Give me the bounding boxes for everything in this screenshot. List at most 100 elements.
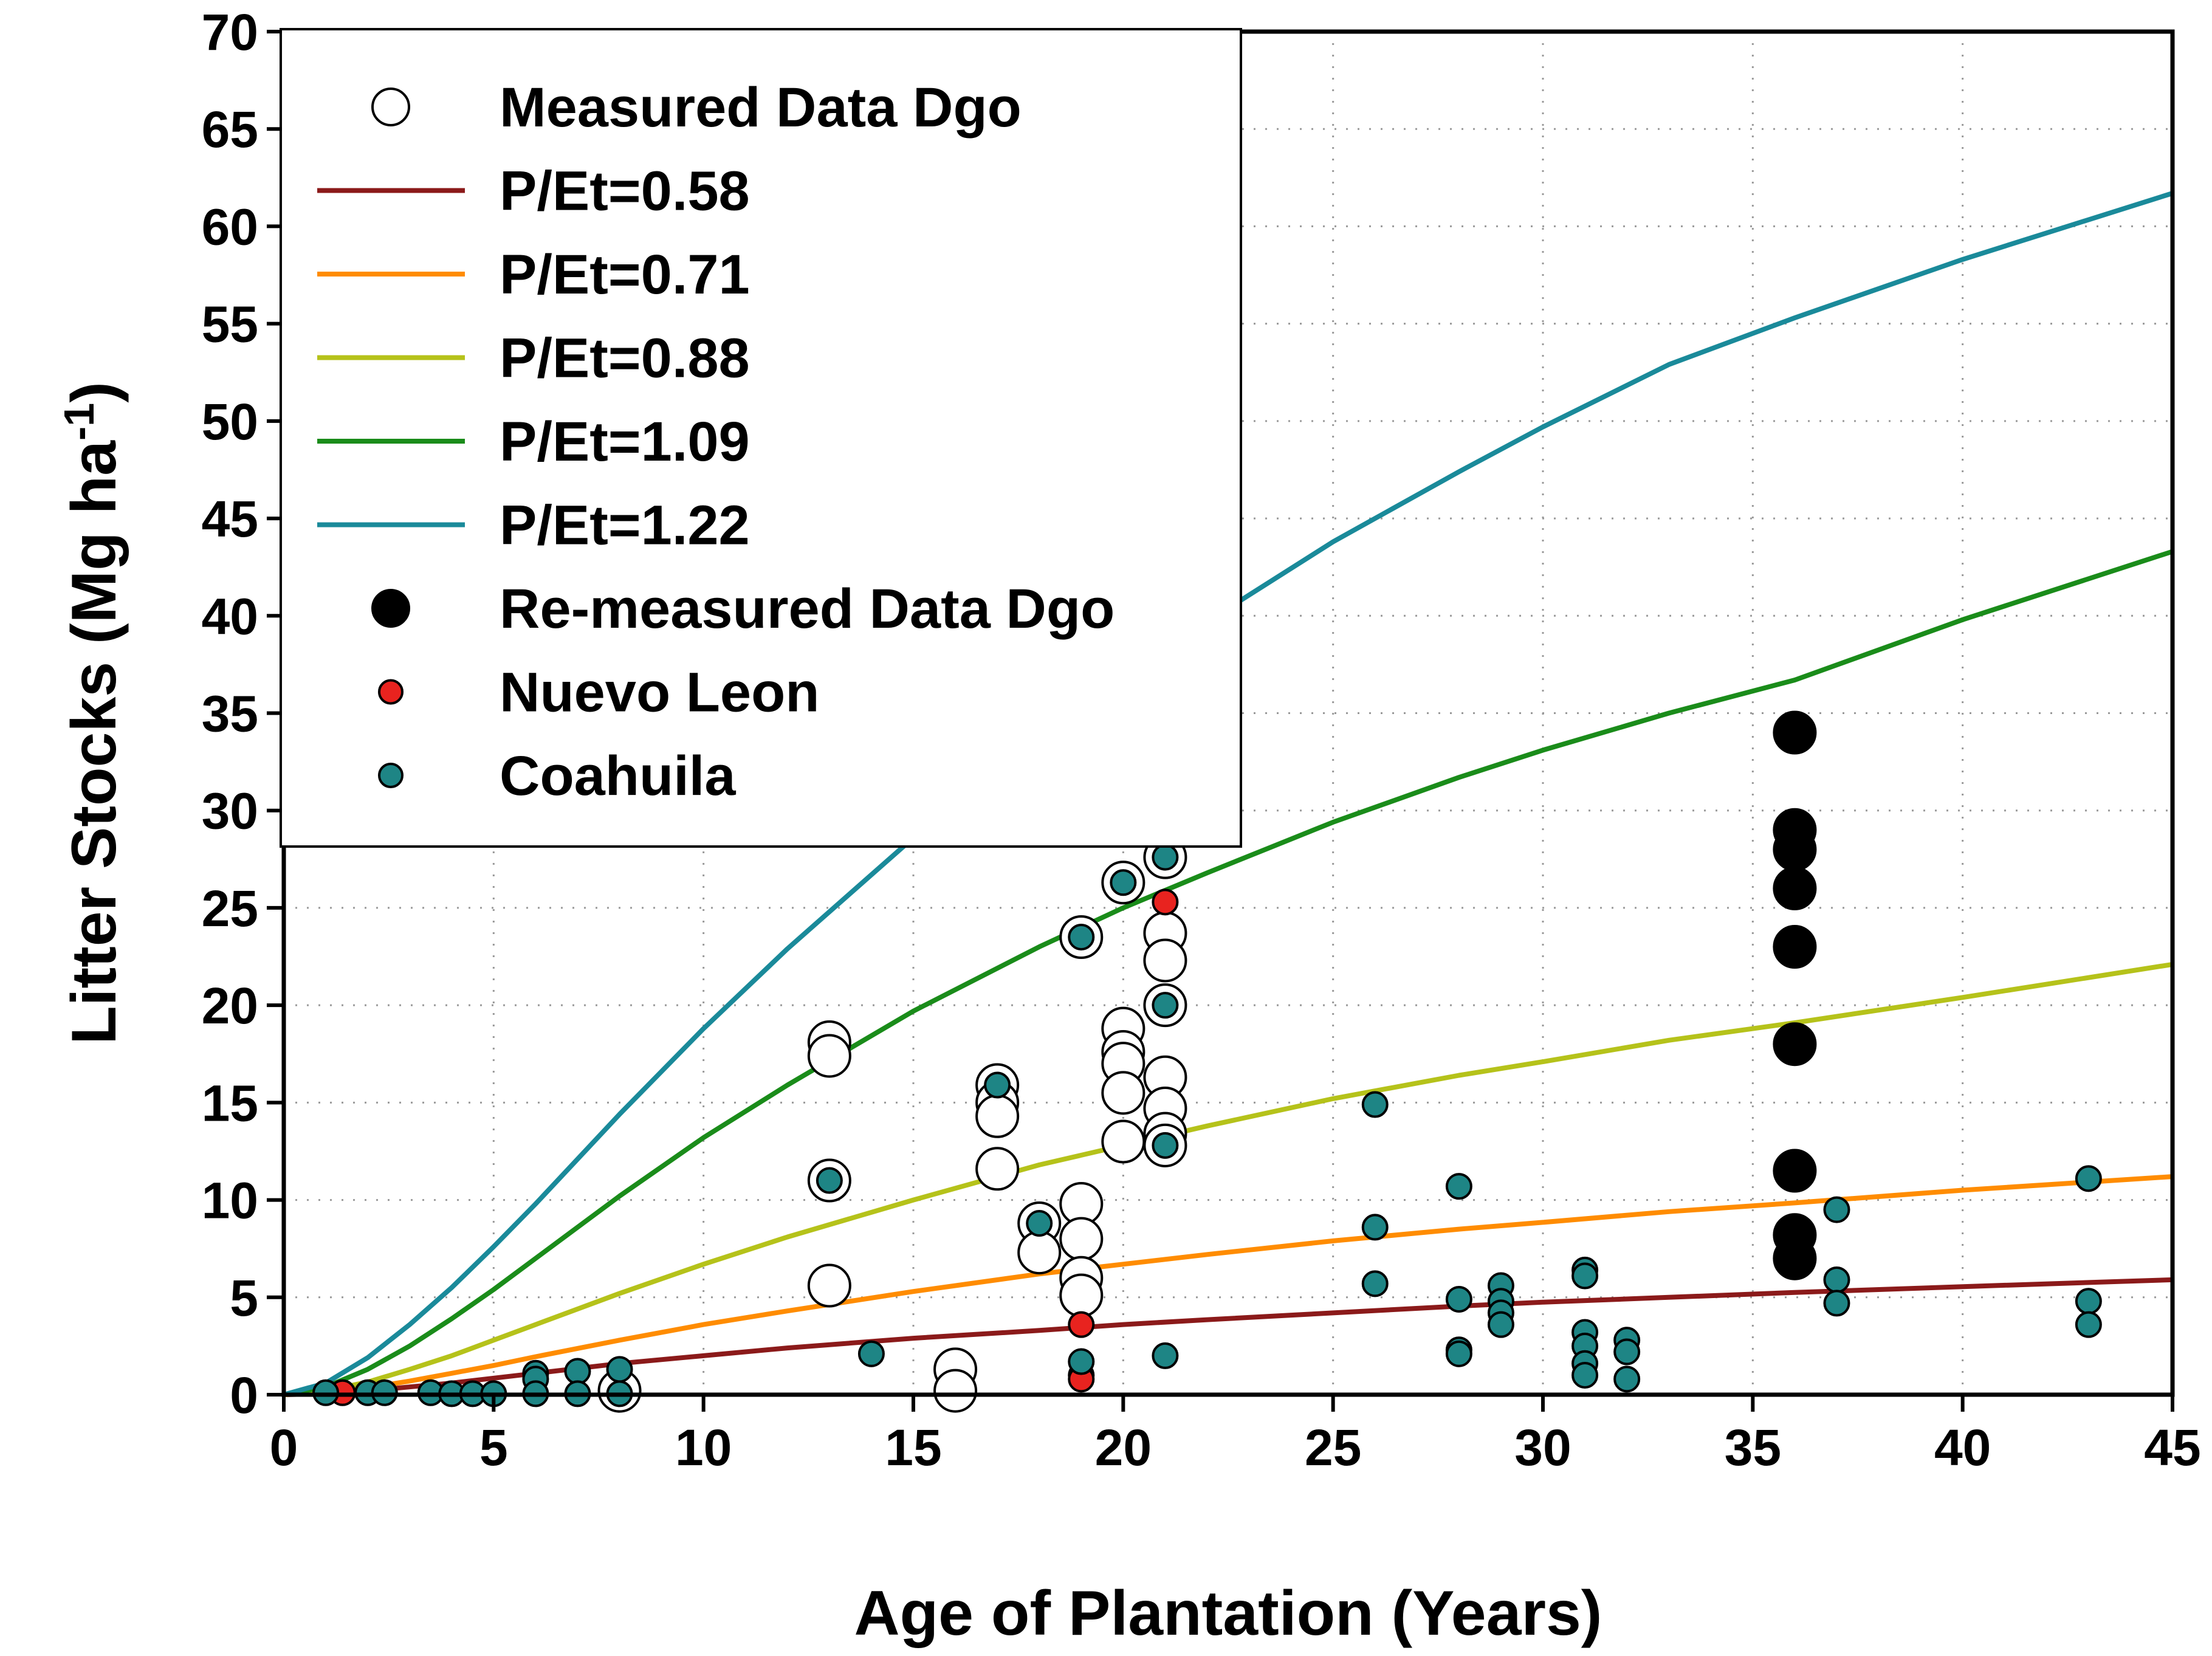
x-tick-label: 10 <box>675 1419 732 1476</box>
point-re-measured-data-dgo <box>1773 1236 1817 1280</box>
point-coahuila <box>2075 1288 2102 1315</box>
y-tick-label: 30 <box>202 783 258 840</box>
point-coahuila <box>1152 843 1179 871</box>
point-coahuila <box>857 1340 885 1367</box>
legend-marker-nuevo-leon <box>378 679 404 705</box>
legend-label-p-et-0-88: P/Et=0.88 <box>500 328 750 390</box>
point-measured-data-dgo <box>933 1369 978 1413</box>
point-coahuila <box>1361 1270 1389 1297</box>
y-tick-label: 25 <box>202 880 258 937</box>
point-measured-data-dgo <box>807 1263 851 1308</box>
point-coahuila <box>816 1167 843 1194</box>
data-points <box>312 710 2102 1413</box>
y-tick-label: 35 <box>202 685 258 743</box>
point-coahuila <box>1026 1210 1053 1237</box>
point-coahuila <box>1361 1214 1389 1241</box>
y-tick-label: 65 <box>202 101 258 158</box>
x-tick-label: 45 <box>2144 1419 2200 1476</box>
point-coahuila <box>1110 869 1137 896</box>
point-coahuila <box>1152 992 1179 1019</box>
y-tick-label: 60 <box>202 198 258 255</box>
point-coahuila <box>1823 1266 1850 1293</box>
x-tick-label: 15 <box>885 1419 941 1476</box>
y-tick-label: 10 <box>202 1172 258 1229</box>
point-re-measured-data-dgo <box>1773 1022 1817 1067</box>
point-coahuila <box>1445 1173 1472 1200</box>
x-tick-label: 35 <box>1725 1419 1781 1476</box>
point-coahuila <box>2075 1165 2102 1192</box>
point-coahuila <box>1823 1196 1850 1223</box>
point-coahuila <box>1152 1342 1179 1369</box>
y-tick-label: 0 <box>230 1367 258 1424</box>
point-measured-data-dgo <box>1017 1231 1062 1275</box>
point-re-measured-data-dgo <box>1773 710 1817 755</box>
point-measured-data-dgo <box>975 1094 1020 1138</box>
y-tick-label: 5 <box>230 1269 258 1327</box>
y-tick-label: 15 <box>202 1074 258 1132</box>
legend-box <box>280 28 1242 848</box>
point-coahuila <box>1068 1348 1095 1375</box>
legend-label-p-et-1-22: P/Et=1.22 <box>500 495 750 557</box>
legend-label-re-measured-data-dgo: Re-measured Data Dgo <box>500 578 1115 640</box>
model-lines <box>283 191 2174 1397</box>
point-measured-data-dgo <box>1101 1119 1146 1164</box>
y-tick-label: 40 <box>202 588 258 645</box>
point-coahuila <box>1445 1340 1472 1367</box>
legend-label-p-et-0-71: P/Et=0.71 <box>500 244 750 306</box>
point-coahuila <box>984 1071 1011 1099</box>
point-coahuila <box>1823 1290 1850 1317</box>
legend-label-p-et-1-09: P/Et=1.09 <box>500 411 750 473</box>
y-axis-title-close: ) <box>59 382 129 403</box>
point-coahuila <box>1571 1262 1599 1290</box>
series-line-p-et-0-71 <box>283 1174 2173 1397</box>
point-re-measured-data-dgo <box>1773 925 1817 969</box>
point-nuevo-leon <box>1068 1311 1095 1338</box>
point-nuevo-leon <box>1152 888 1179 916</box>
x-tick-label: 30 <box>1514 1419 1571 1476</box>
x-tick-label: 20 <box>1095 1419 1152 1476</box>
point-coahuila <box>1068 923 1095 950</box>
y-tick-label: 45 <box>202 490 258 548</box>
point-measured-data-dgo <box>1101 1071 1146 1115</box>
y-tick-label: 50 <box>202 393 258 450</box>
point-coahuila <box>1613 1338 1641 1366</box>
point-coahuila <box>1152 1132 1179 1159</box>
point-measured-data-dgo <box>1143 938 1187 983</box>
legend-label-p-et-0-58: P/Et=0.58 <box>500 160 750 222</box>
legend-label-measured-data-dgo: Measured Data Dgo <box>500 77 1022 139</box>
y-axis-title-sup: -1 <box>55 403 103 441</box>
point-coahuila <box>1361 1091 1389 1118</box>
point-re-measured-data-dgo <box>1773 866 1817 910</box>
x-tick-label: 40 <box>1934 1419 1991 1476</box>
legend-marker-coahuila <box>378 763 404 788</box>
series-line-p-et-0-88 <box>283 961 2173 1397</box>
x-tick-label: 5 <box>479 1419 508 1476</box>
point-measured-data-dgo <box>975 1147 1020 1191</box>
legend-label-coahuila: Coahuila <box>500 745 736 807</box>
legend-marker-measured-data-dgo <box>371 88 410 126</box>
x-axis-title: Age of Plantation (Years) <box>854 1578 1602 1649</box>
legend: Measured Data Dgo P/Et=0.58 P/Et=0.71 P/Et=… <box>280 28 1242 848</box>
point-re-measured-data-dgo <box>1773 827 1817 871</box>
y-tick-label: 55 <box>202 296 258 353</box>
y-tick-label: 20 <box>202 977 258 1034</box>
point-coahuila <box>564 1358 591 1385</box>
axis-ticks: 0 5 10 15 20 25 30 35 40 45 0 5 10 15 20 25 30 35 40 45 50 55… <box>202 4 2201 1476</box>
point-re-measured-data-dgo <box>1773 1149 1817 1193</box>
point-coahuila <box>1613 1366 1641 1393</box>
point-coahuila <box>2075 1311 2102 1338</box>
point-measured-data-dgo <box>1059 1273 1104 1318</box>
point-coahuila <box>1445 1285 1472 1313</box>
legend-label-nuevo-leon: Nuevo Leon <box>500 662 819 724</box>
point-coahuila <box>1487 1311 1514 1338</box>
point-coahuila <box>1571 1361 1599 1389</box>
y-tick-label: 70 <box>202 4 258 61</box>
point-measured-data-dgo <box>807 1034 851 1078</box>
series-line-p-et-1-09 <box>283 549 2174 1397</box>
y-axis-title-main: Litter Stocks (Mg ha <box>59 440 129 1045</box>
point-coahuila <box>606 1356 633 1383</box>
x-tick-label: 25 <box>1305 1419 1361 1476</box>
y-axis-title: Litter Stocks (Mg ha-1) <box>55 382 129 1045</box>
point-measured-data-dgo <box>1059 1217 1104 1261</box>
